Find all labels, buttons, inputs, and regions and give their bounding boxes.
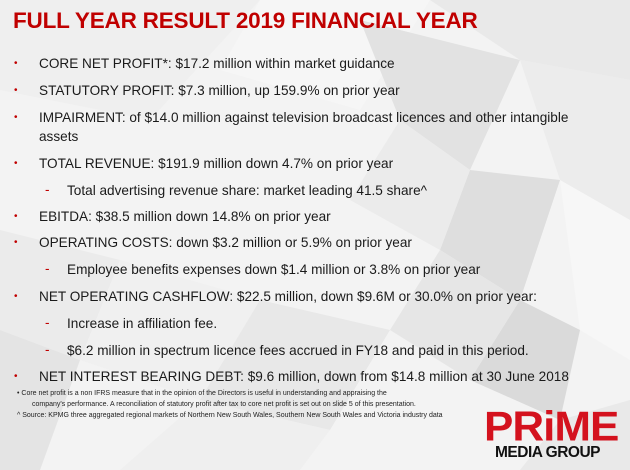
footnote-core-net-profit: • Core net profit is a non IFRS measure … [17, 390, 387, 397]
logo-brand: PRiME [484, 403, 619, 450]
bullet-icon: • [14, 211, 18, 222]
bullet-icon: • [14, 112, 18, 123]
bullet-icon: • [14, 58, 18, 69]
dash-icon: - [45, 182, 50, 197]
dash-icon: - [45, 315, 50, 330]
bullet-icon: • [14, 237, 18, 248]
dash-icon: - [45, 342, 50, 357]
footnote-source: ^ Source: KPMG three aggregated regional… [17, 412, 443, 419]
bullet-icon: • [14, 85, 18, 96]
bullet-icon: • [14, 371, 18, 382]
footnote-core-net-profit-continued: company's performance. A reconciliation … [32, 401, 416, 408]
prime-media-group-logo: PRiME MEDIA GROUP [484, 403, 630, 468]
dash-icon: - [45, 261, 50, 276]
bullet-icon: • [14, 291, 18, 302]
logo-subtitle: MEDIA GROUP [495, 444, 601, 461]
bullet-icon: • [14, 158, 18, 169]
slide-title: FULL YEAR RESULT 2019 FINANCIAL YEAR [13, 8, 478, 33]
